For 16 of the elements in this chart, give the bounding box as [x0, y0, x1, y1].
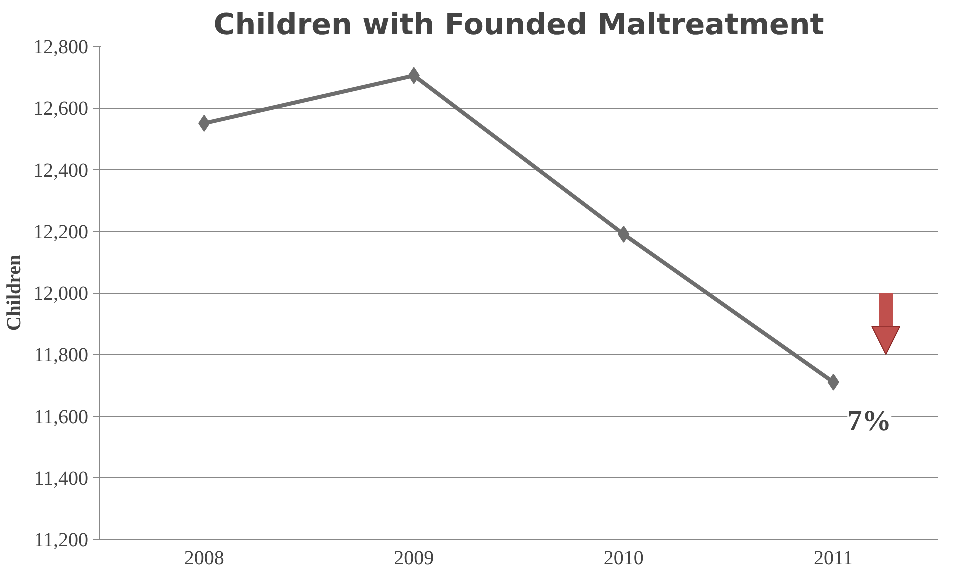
- y-tick-label: 11,800: [34, 344, 89, 367]
- y-tick-label: 12,200: [34, 221, 88, 244]
- chart-title: Children with Founded Maltreatment: [214, 8, 824, 42]
- x-tick-label: 2010: [604, 548, 644, 570]
- y-tick-label: 11,400: [34, 468, 89, 490]
- x-tick-label: 2008: [184, 548, 224, 570]
- y-tick-label: 12,600: [34, 98, 88, 120]
- y-tick-label: 11,600: [34, 406, 89, 428]
- x-tick-label: 2009: [394, 548, 434, 570]
- y-tick-label: 12,800: [34, 36, 88, 58]
- y-axis-title: Children: [4, 254, 26, 332]
- y-tick-label: 12,000: [34, 283, 88, 305]
- y-tick-label: 12,400: [34, 160, 88, 182]
- y-tick-label: 11,200: [34, 530, 89, 552]
- annotation: 7%: [848, 405, 892, 438]
- x-tick-label: 2011: [814, 548, 854, 570]
